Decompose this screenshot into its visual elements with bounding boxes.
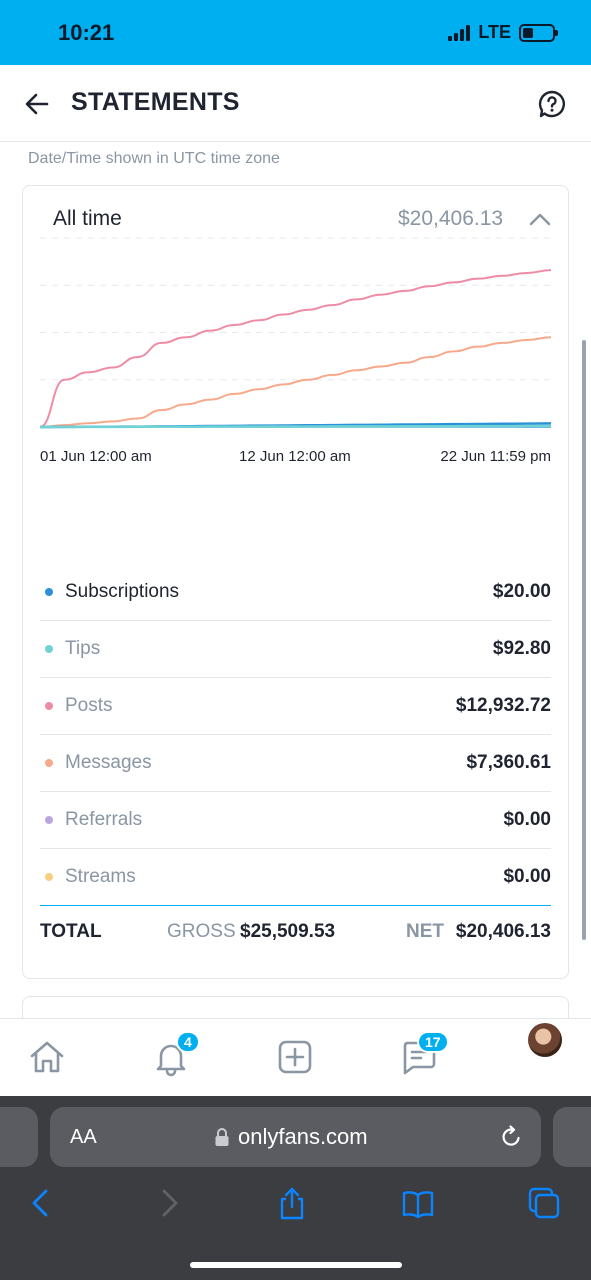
breakdown-row-posts[interactable]: Posts $12,932.72 — [40, 678, 551, 735]
notification-badge: 4 — [176, 1031, 200, 1053]
breakdown-label: Referrals — [65, 809, 143, 830]
plus-square-icon[interactable] — [275, 1037, 315, 1077]
net-label: NET — [406, 921, 444, 942]
breakdown-label: Streams — [65, 866, 136, 887]
battery-icon — [519, 23, 558, 42]
back-arrow-icon[interactable] — [22, 89, 52, 119]
legend-dot — [45, 873, 53, 881]
net-value: $20,406.13 — [455, 921, 551, 942]
bell-icon — [156, 1044, 186, 1077]
bookmarks-icon[interactable] — [401, 1186, 435, 1220]
url-text: onlyfans.com — [238, 1124, 368, 1149]
legend-dot — [45, 702, 53, 710]
previous-tab[interactable] — [0, 1107, 38, 1167]
browser-forward-icon[interactable] — [152, 1186, 186, 1220]
next-tab[interactable] — [553, 1107, 591, 1167]
breakdown-amount: $0.00 — [503, 809, 551, 830]
help-bubble-icon[interactable] — [537, 89, 567, 119]
chevron-up-icon[interactable] — [529, 210, 551, 228]
gross-value: $25,509.53 — [240, 921, 336, 942]
breakdown-row-subscriptions[interactable]: Subscriptions $20.00 — [40, 564, 551, 621]
browser-chrome: AA onlyfans.com — [0, 1096, 591, 1280]
home-icon[interactable] — [27, 1037, 67, 1077]
breakdown-amount: $92.80 — [492, 638, 551, 659]
breakdown-label: Posts — [65, 695, 113, 716]
app-header: STATEMENTS — [0, 65, 591, 142]
text-size-button[interactable]: AA — [70, 1126, 97, 1149]
breakdown-amount: $12,932.72 — [455, 695, 551, 716]
legend-dot — [45, 759, 53, 767]
breakdown-row-messages[interactable]: Messages $7,360.61 — [40, 735, 551, 792]
message-badge: 17 — [417, 1031, 449, 1053]
tabs-icon[interactable] — [527, 1186, 561, 1220]
earnings-chart — [39, 237, 552, 429]
status-indicators: LTE — [448, 22, 558, 43]
status-bar: 10:21 LTE — [0, 0, 591, 65]
breakdown-amount: $7,360.61 — [466, 752, 551, 773]
breakdown-amount: $20.00 — [492, 581, 551, 602]
breakdown-row-tips[interactable]: Tips $92.80 — [40, 621, 551, 678]
text-size-label: AA — [70, 1126, 97, 1148]
network-label: LTE — [478, 22, 511, 42]
address-bar[interactable]: AA onlyfans.com — [50, 1107, 541, 1167]
breakdown-row-referrals[interactable]: Referrals $0.00 — [40, 792, 551, 849]
home-indicator — [190, 1262, 402, 1268]
x-tick-label: 01 Jun 12:00 am — [40, 448, 152, 465]
total-label: TOTAL — [40, 921, 102, 942]
totals-row: TOTAL GROSS $25,509.53 NET $20,406.13 — [40, 921, 551, 945]
scrollbar[interactable] — [582, 340, 586, 940]
legend-dot — [45, 588, 53, 596]
notifications-button[interactable]: 4 — [151, 1031, 200, 1077]
breakdown-label: Messages — [65, 752, 152, 773]
bottom-nav: 4 17 — [0, 1018, 591, 1096]
statement-card: All time $20,406.13 01 Jun 12:00 am 12 J… — [22, 185, 569, 979]
x-tick-label: 12 Jun 12:00 am — [239, 448, 351, 465]
breakdown-label: Tips — [65, 638, 101, 659]
legend-dot — [45, 816, 53, 824]
messages-button[interactable]: 17 — [399, 1031, 449, 1077]
timezone-note: Date/Time shown in UTC time zone — [28, 150, 280, 167]
x-tick-label: 22 Jun 11:59 pm — [440, 448, 551, 465]
breakdown-row-streams[interactable]: Streams $0.00 — [40, 849, 551, 906]
gross-label: GROSS — [167, 921, 236, 942]
status-time: 10:21 — [58, 20, 115, 45]
next-card — [22, 996, 569, 1036]
browser-back-icon[interactable] — [24, 1186, 58, 1220]
breakdown-list: Subscriptions $20.00 Tips $92.80 Posts $… — [40, 564, 551, 906]
legend-dot — [45, 645, 53, 653]
period-label: All time — [53, 207, 122, 230]
series-line — [39, 424, 552, 429]
period-total: $20,406.13 — [398, 207, 504, 230]
avatar[interactable] — [528, 1023, 562, 1057]
lock-icon — [215, 1128, 229, 1146]
reload-icon[interactable] — [499, 1125, 523, 1149]
signal-icon — [448, 24, 471, 41]
breakdown-amount: $0.00 — [503, 866, 551, 887]
share-icon[interactable] — [275, 1186, 309, 1220]
series-line — [39, 336, 552, 428]
breakdown-label: Subscriptions — [65, 581, 180, 602]
page-title: STATEMENTS — [71, 88, 240, 116]
series-line — [39, 269, 552, 428]
